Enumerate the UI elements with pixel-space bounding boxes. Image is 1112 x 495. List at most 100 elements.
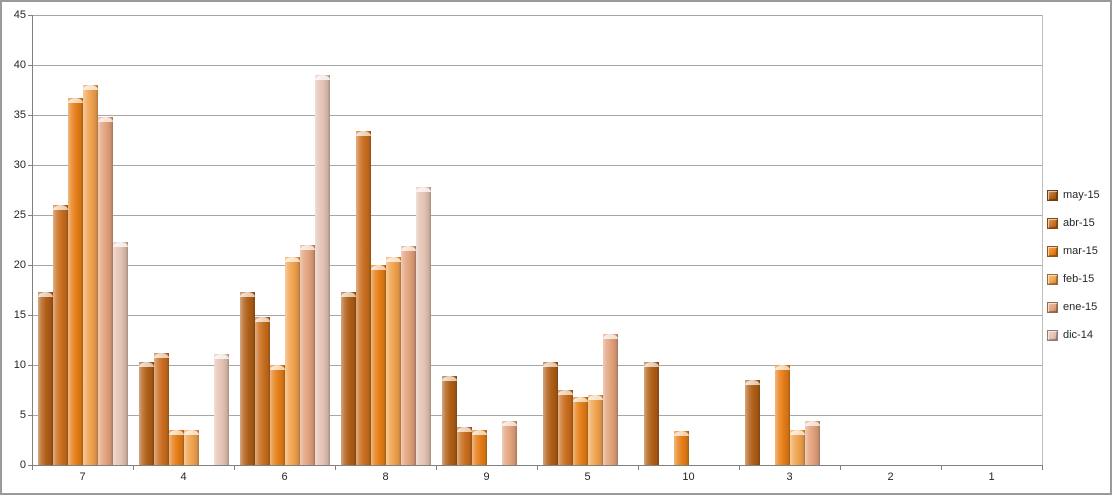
x-tick-mark (840, 466, 841, 470)
bar-top-highlight (456, 427, 472, 432)
bar-top-highlight (501, 421, 517, 426)
bar-may-15-cat10 (643, 362, 659, 465)
bar-feb-15-cat3 (789, 430, 805, 465)
y-tick-label: 45 (13, 9, 26, 21)
bar-feb-15-cat5 (587, 395, 603, 465)
bar-ene-15-cat9 (501, 421, 517, 465)
x-category-label: 2 (887, 471, 894, 483)
bar-top-highlight (643, 362, 659, 367)
y-tick-mark (28, 265, 32, 266)
bar-abr-15-cat7 (52, 205, 68, 465)
x-tick-mark (1042, 466, 1043, 470)
legend-item-mar-15: mar-15 (1047, 237, 1100, 265)
bar-may-15-cat5 (542, 362, 558, 465)
legend-label: may-15 (1063, 189, 1100, 201)
bar-ene-15-cat3 (804, 421, 820, 465)
y-tick-label: 15 (13, 309, 26, 321)
bar-top-highlight (138, 362, 154, 367)
x-tick-mark (32, 466, 33, 470)
x-category-label: 10 (682, 471, 695, 483)
plot-area (32, 15, 1043, 465)
bar-top-highlight (774, 365, 790, 370)
bar-feb-15-cat8 (385, 257, 401, 465)
y-tick-mark (28, 415, 32, 416)
bar-top-highlight (789, 430, 805, 435)
bar-top-highlight (37, 292, 53, 297)
bar-top-highlight (254, 317, 270, 322)
legend-label: mar-15 (1063, 245, 1098, 257)
bar-abr-15-cat8 (355, 131, 371, 465)
y-tick-label: 30 (13, 159, 26, 171)
bar-feb-15-cat6 (284, 257, 300, 465)
x-category-label: 6 (281, 471, 288, 483)
y-tick-mark (28, 165, 32, 166)
x-category-label: 4 (180, 471, 187, 483)
bar-top-highlight (542, 362, 558, 367)
y-tick-mark (28, 215, 32, 216)
bar-top-highlight (239, 292, 255, 297)
bar-ene-15-cat6 (299, 245, 315, 465)
bar-feb-15-cat4 (183, 430, 199, 465)
bar-top-highlight (557, 390, 573, 395)
bar-top-highlight (284, 257, 300, 262)
bar-dic-14-cat8 (415, 187, 431, 465)
legend-item-abr-15: abr-15 (1047, 209, 1100, 237)
y-grid-line (32, 215, 1042, 216)
bar-top-highlight (744, 380, 760, 385)
y-grid-line (32, 65, 1042, 66)
bar-top-highlight (471, 430, 487, 435)
bar-top-highlight (67, 98, 83, 103)
bar-top-highlight (400, 246, 416, 251)
bar-abr-15-cat9 (456, 427, 472, 465)
y-grid-line (32, 415, 1042, 416)
y-tick-mark (28, 465, 32, 466)
x-tick-mark (436, 466, 437, 470)
y-tick-label: 35 (13, 109, 26, 121)
legend-swatch-icon (1047, 273, 1058, 285)
bar-top-highlight (804, 421, 820, 426)
y-tick-label: 25 (13, 209, 26, 221)
legend-label: abr-15 (1063, 217, 1095, 229)
bar-top-highlight (299, 245, 315, 250)
y-grid-line (32, 15, 1042, 16)
bar-ene-15-cat8 (400, 246, 416, 465)
legend-label: feb-15 (1063, 273, 1095, 285)
bar-mar-15-cat9 (471, 430, 487, 465)
x-tick-mark (234, 466, 235, 470)
legend-label: dic-14 (1063, 329, 1093, 341)
legend-swatch-icon (1047, 245, 1058, 257)
x-tick-mark (638, 466, 639, 470)
bar-may-15-cat8 (340, 292, 356, 465)
bar-may-15-cat6 (239, 292, 255, 465)
bar-may-15-cat3 (744, 380, 760, 465)
bar-abr-15-cat6 (254, 317, 270, 465)
y-tick-mark (28, 15, 32, 16)
bar-top-highlight (82, 85, 98, 90)
x-category-label: 5 (584, 471, 591, 483)
y-tick-mark (28, 315, 32, 316)
y-tick-mark (28, 365, 32, 366)
bar-may-15-cat4 (138, 362, 154, 465)
bar-may-15-cat9 (441, 376, 457, 465)
bar-dic-14-cat7 (112, 242, 128, 465)
y-axis-line (32, 15, 33, 466)
y-grid-line (32, 315, 1042, 316)
bar-top-highlight (587, 395, 603, 400)
x-tick-mark (537, 466, 538, 470)
x-category-label: 1 (988, 471, 995, 483)
y-grid-line (32, 115, 1042, 116)
x-category-label: 3 (786, 471, 793, 483)
bar-top-highlight (370, 265, 386, 270)
bar-top-highlight (415, 187, 431, 192)
bar-dic-14-cat6 (314, 75, 330, 465)
bar-mar-15-cat3 (774, 365, 790, 465)
bar-mar-15-cat7 (67, 98, 83, 465)
bar-top-highlight (269, 365, 285, 370)
bar-top-highlight (213, 354, 229, 359)
bar-top-highlight (572, 397, 588, 402)
bar-top-highlight (168, 430, 184, 435)
bar-top-highlight (183, 430, 199, 435)
legend-label: ene-15 (1063, 301, 1098, 313)
x-tick-mark (133, 466, 134, 470)
